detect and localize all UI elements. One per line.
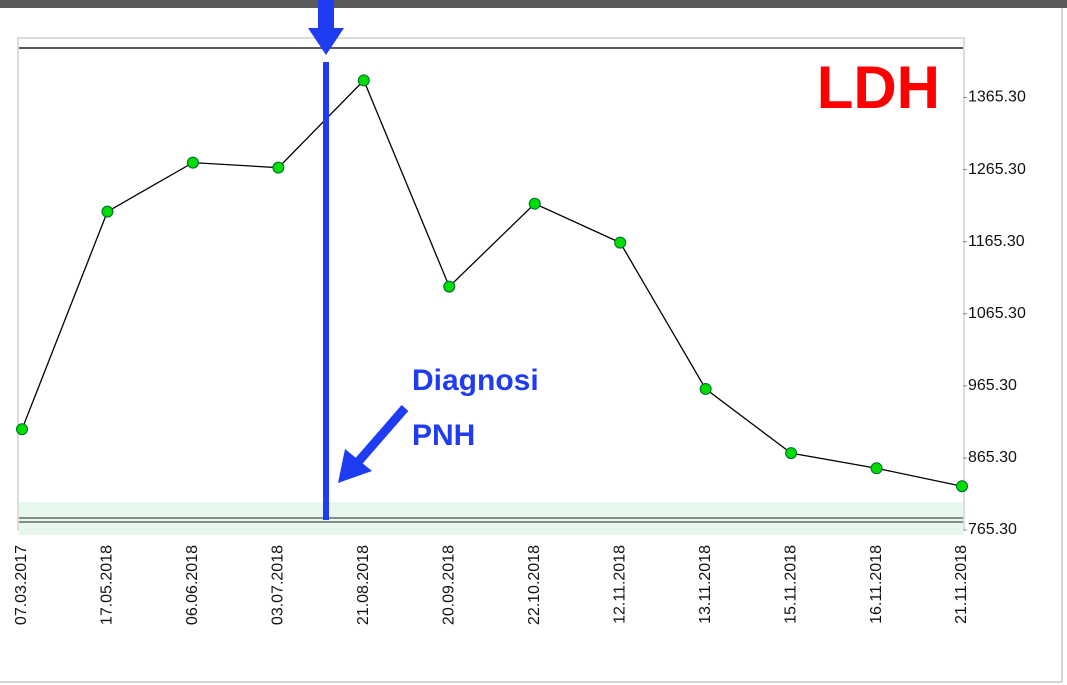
x-tick-label: 16.11.2018 xyxy=(868,545,885,624)
x-tick-label: 17.05.2018 xyxy=(99,545,116,625)
data-point xyxy=(443,280,456,293)
x-tick-label: 03.07.2018 xyxy=(270,545,287,625)
data-line xyxy=(21,79,963,487)
y-tick-label: 1365.30 xyxy=(968,89,1026,106)
data-point xyxy=(785,447,798,460)
data-point xyxy=(272,161,285,174)
y-tick-label: 765.30 xyxy=(968,521,1017,538)
data-point xyxy=(614,236,627,249)
data-point xyxy=(186,156,199,169)
data-point xyxy=(357,74,370,87)
arrow xyxy=(308,0,344,55)
data-point xyxy=(101,205,114,218)
x-tick-label: 20.09.2018 xyxy=(440,545,457,625)
x-tick-label: 07.03.2017 xyxy=(13,545,30,625)
y-tick-label: 1265.30 xyxy=(968,161,1026,178)
data-point xyxy=(870,462,883,475)
arrow xyxy=(338,449,372,483)
chart-title: LDH xyxy=(817,54,940,121)
panel-top-bar xyxy=(0,0,1067,8)
y-tick-label: 1165.30 xyxy=(968,233,1025,250)
x-tick-label: 21.11.2018 xyxy=(953,545,970,624)
x-tick-label: 22.10.2018 xyxy=(526,545,543,625)
annotation: PNH xyxy=(412,419,475,452)
x-tick-label: 21.08.2018 xyxy=(355,545,372,625)
y-tick-label: 1065.30 xyxy=(968,305,1026,322)
data-point xyxy=(956,480,968,493)
y-tick-label: 865.30 xyxy=(968,449,1017,466)
data-point xyxy=(16,423,28,436)
data-point xyxy=(699,382,712,395)
arrow xyxy=(354,405,409,465)
y-tick-label: 965.30 xyxy=(968,377,1017,394)
data-point xyxy=(528,197,541,210)
x-tick-label: 12.11.2018 xyxy=(611,545,628,624)
x-tick-label: 06.06.2018 xyxy=(184,545,201,625)
x-tick-label: 13.11.2018 xyxy=(697,545,714,624)
annotation: Diagnosi xyxy=(412,364,539,397)
x-tick-label: 15.11.2018 xyxy=(782,545,799,624)
